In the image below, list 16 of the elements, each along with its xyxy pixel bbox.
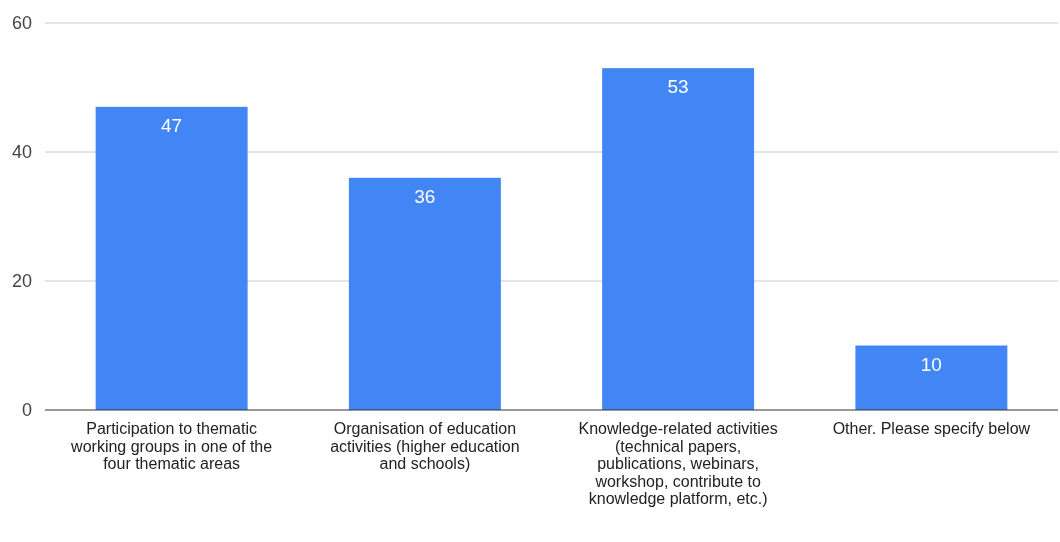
x-tick-label: Other. Please specify below: [832, 420, 1031, 437]
bar: [348, 177, 501, 410]
data-label: 47: [161, 114, 183, 136]
data-label: 53: [667, 76, 689, 98]
bar: [602, 68, 755, 410]
y-tick-label: 0: [21, 400, 32, 421]
bar: [855, 345, 1008, 410]
data-label: 10: [920, 353, 942, 375]
y-tick-label: 60: [11, 13, 32, 34]
data-label: 36: [414, 185, 436, 207]
bar: [95, 106, 248, 410]
x-tick-label: Organisation of education activities (higher education and schools): [330, 420, 520, 473]
y-tick-label: 20: [11, 271, 32, 292]
y-tick-label: 40: [11, 142, 32, 163]
x-tick-label: Participation to thematic working groups in one of the four thematic areas: [70, 420, 273, 473]
x-tick-label: Knowledge-related activities (technical papers, publications, webinars, workshop, contribute to knowledge platform, etc.): [578, 420, 778, 508]
